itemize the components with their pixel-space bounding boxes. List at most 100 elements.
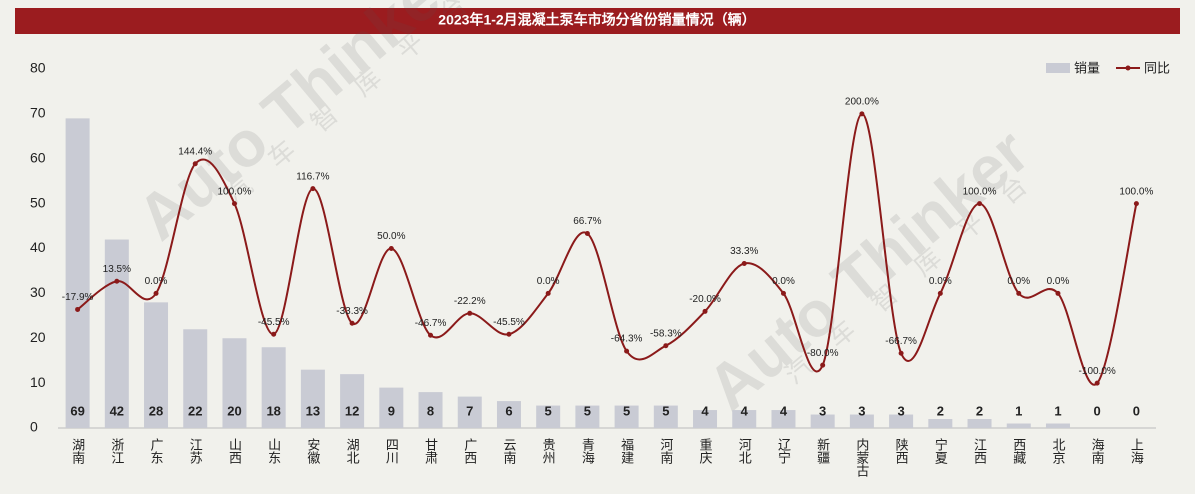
bar-label: 2 (976, 403, 983, 418)
bar (183, 329, 208, 428)
line-point (1094, 380, 1100, 386)
line-point (231, 201, 237, 207)
line-label: -66.7% (885, 336, 917, 347)
bar (967, 419, 992, 428)
bar (340, 374, 365, 428)
bar-label: 2 (937, 403, 944, 418)
x-tick-label: 安徽 (305, 438, 320, 464)
y-tick-label: 0 (30, 419, 38, 435)
legend-label: 同比 (1144, 60, 1170, 75)
x-tick-label: 江苏 (188, 438, 203, 464)
x-tick-label: 内蒙古 (854, 437, 869, 477)
line-point (741, 260, 747, 266)
bar (1045, 423, 1070, 428)
bar (732, 410, 757, 428)
x-tick-label: 河南 (658, 438, 673, 464)
bar-label: 3 (819, 403, 826, 418)
bar-label: 5 (584, 403, 591, 418)
x-tick-label: 河北 (737, 438, 752, 465)
x-tick-label: 新疆 (815, 437, 830, 464)
bar (300, 369, 325, 428)
line-point (114, 278, 120, 284)
line-label: -22.2% (454, 296, 486, 307)
legend-swatch (1125, 65, 1131, 71)
x-tick-label: 宁夏 (933, 437, 948, 464)
bar (536, 405, 561, 428)
line-point (898, 350, 904, 356)
bar (457, 396, 482, 428)
x-tick-label: 海南 (1090, 438, 1105, 464)
line-point (584, 231, 590, 237)
bar-label: 69 (70, 403, 84, 418)
bar-label: 18 (266, 403, 280, 418)
bar (104, 239, 129, 428)
bar-label: 4 (701, 403, 709, 418)
bar-label: 4 (780, 403, 788, 418)
bar-label: 5 (623, 403, 630, 418)
bar (928, 419, 953, 428)
x-tick-label: 陕西 (894, 438, 909, 464)
bar (222, 338, 247, 428)
bar-label: 3 (858, 403, 865, 418)
y-tick-label: 80 (30, 60, 46, 76)
bar (418, 392, 443, 428)
bar-label: 20 (227, 403, 241, 418)
line-label: 0.0% (1007, 276, 1030, 287)
bar-label: 12 (345, 403, 359, 418)
legend-label: 销量 (1074, 60, 1100, 75)
x-tick-label: 贵州 (541, 438, 556, 464)
line-point (977, 201, 983, 207)
line-label: -45.5% (493, 317, 525, 328)
line-point (428, 332, 434, 338)
bar (653, 405, 678, 428)
line-point (1016, 290, 1022, 296)
x-tick-label: 北京 (1050, 438, 1065, 464)
bar-label: 42 (110, 403, 124, 418)
line-point (545, 290, 551, 296)
bar (261, 347, 286, 428)
line-point (937, 290, 943, 296)
bar (771, 410, 796, 428)
x-tick-label: 西藏 (1011, 438, 1026, 464)
line-label: 0.0% (772, 276, 795, 287)
x-tick-label: 甘肃 (423, 438, 438, 464)
x-tick-label: 重庆 (698, 437, 713, 464)
x-tick-label: 辽宁 (776, 438, 791, 464)
x-tick-label: 四川 (384, 438, 399, 464)
line-label: -46.7% (415, 318, 447, 329)
bar (849, 414, 874, 428)
line-label: 116.7% (296, 171, 329, 182)
line-point (663, 343, 669, 349)
y-tick-label: 50 (30, 194, 46, 210)
line-label: 0.0% (1047, 276, 1070, 287)
line-label: 33.3% (730, 246, 758, 257)
bar (144, 302, 169, 428)
line-label: 0.0% (929, 276, 952, 287)
line-label: 100.0% (963, 186, 997, 197)
bar-label: 3 (897, 403, 904, 418)
bar-label: 9 (388, 403, 395, 418)
x-tick-label: 上海 (1129, 438, 1144, 464)
bar (1006, 423, 1031, 428)
bar-label: 1 (1015, 403, 1022, 418)
line-label: -20.0% (689, 294, 721, 305)
line-label: -80.0% (807, 348, 839, 359)
bar (693, 410, 718, 428)
line-point (467, 310, 473, 316)
line-point (780, 290, 786, 296)
line-point (1055, 290, 1061, 296)
line-label: -100.0% (1079, 366, 1116, 377)
x-tick-label: 广东 (149, 438, 164, 464)
bar (65, 118, 90, 429)
bar (889, 414, 914, 428)
x-tick-label: 山西 (227, 438, 242, 464)
line-label: 50.0% (377, 231, 405, 242)
bar (810, 414, 835, 428)
y-tick-label: 30 (30, 284, 46, 300)
line-point (1133, 201, 1139, 207)
line-label: 200.0% (845, 97, 879, 108)
bar-label: 0 (1133, 403, 1140, 418)
y-tick-label: 20 (30, 329, 46, 345)
y-tick-label: 60 (30, 149, 46, 165)
y-tick-label: 10 (30, 374, 46, 390)
